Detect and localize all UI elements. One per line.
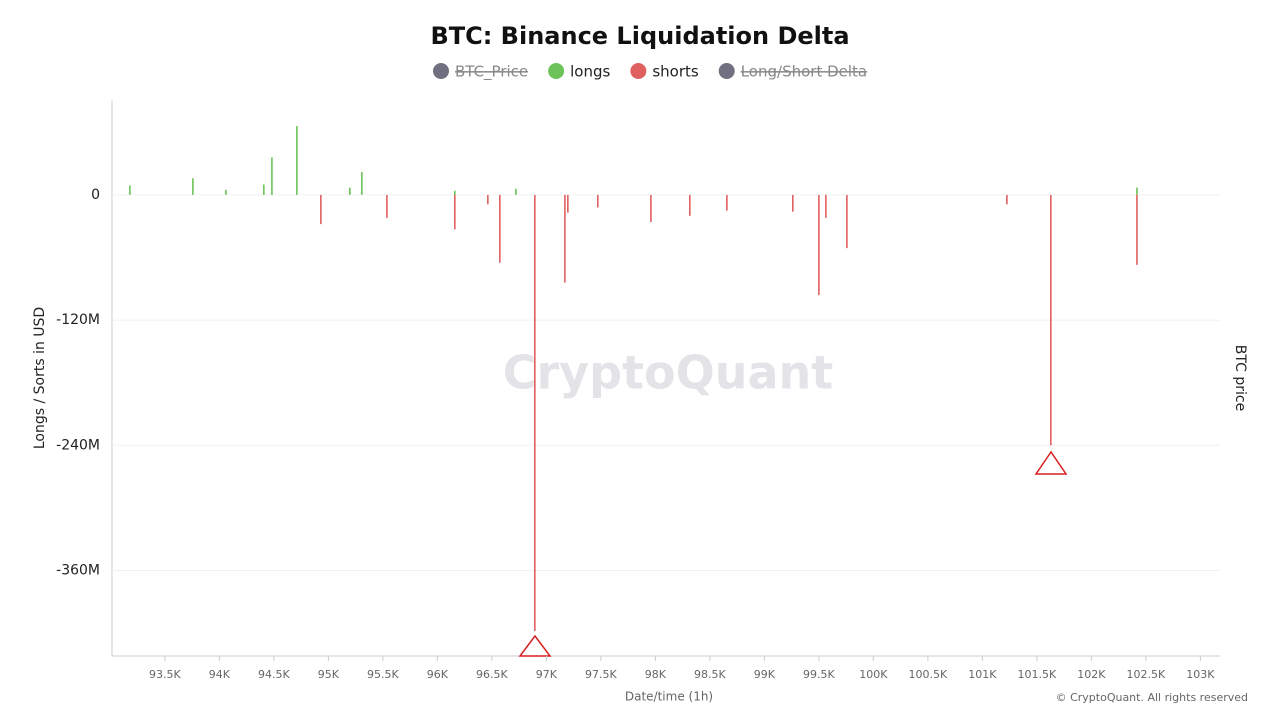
bar: [534, 194, 536, 631]
bar: [515, 188, 517, 195]
x-tick-label: 98K: [645, 668, 667, 681]
legend-swatch: [630, 63, 647, 79]
y-tick-label: 0: [91, 187, 100, 203]
x-tick-label: 95.5K: [367, 668, 399, 681]
bar: [349, 187, 351, 195]
bar: [192, 178, 194, 195]
credit: © CryptoQuant. All rights reserved: [1056, 691, 1248, 704]
annotation-marker: [518, 634, 552, 657]
bar: [1136, 187, 1138, 195]
bar: [263, 184, 265, 195]
y-tick-label: -120M: [56, 312, 100, 328]
x-tick-label: 95K: [318, 668, 340, 681]
x-tick-label: 96K: [427, 668, 449, 681]
y2-axis-label: BTC price: [1232, 345, 1248, 411]
legend-label: Long/Short Delta: [741, 63, 867, 81]
bar: [454, 194, 456, 230]
x-tick-label: 102K: [1077, 668, 1106, 681]
x-tick-label: 99K: [754, 668, 776, 681]
x-tick-label: 100K: [859, 668, 888, 681]
legend-swatch: [548, 63, 565, 79]
x-tick-label: 97K: [536, 668, 558, 681]
bar: [129, 185, 131, 195]
bar: [271, 157, 273, 195]
bar: [1050, 194, 1052, 446]
x-tick-label: 94K: [209, 668, 231, 681]
bar: [499, 194, 501, 263]
bar: [564, 194, 566, 283]
bar: [454, 190, 456, 195]
bar: [361, 171, 363, 195]
legend-label: shorts: [652, 63, 699, 81]
bar: [386, 194, 388, 218]
x-tick-label: 103K: [1186, 668, 1215, 681]
x-tick-label: 96.5K: [476, 668, 508, 681]
legend-swatch: [433, 63, 449, 79]
bar: [818, 194, 820, 296]
x-tick-label: 93.5K: [149, 668, 181, 681]
bar: [296, 126, 298, 195]
x-tick-label: 94.5K: [258, 668, 290, 681]
bar: [792, 194, 794, 212]
bar: [597, 194, 599, 208]
bar: [846, 194, 848, 249]
x-tick-label: 101K: [968, 668, 997, 681]
bar: [225, 189, 227, 195]
x-tick-label: 97.5K: [585, 668, 617, 681]
y-tick-label: -360M: [56, 562, 100, 578]
watermark: CryptoQuant: [503, 346, 834, 400]
y-axis-label: Longs / Sorts in USD: [32, 307, 48, 449]
bar: [320, 194, 322, 225]
legend-label: longs: [570, 63, 610, 81]
bar: [650, 194, 652, 223]
x-tick-label: 99.5K: [803, 668, 835, 681]
x-tick-label: 100.5K: [909, 668, 948, 681]
x-tick-label: 102.5K: [1127, 668, 1166, 681]
bar: [825, 194, 827, 218]
x-axis-label: Date/time (1h): [625, 690, 713, 704]
x-tick-label: 98.5K: [694, 668, 726, 681]
legend-label: BTC_Price: [455, 63, 528, 82]
plot-area: [112, 126, 1220, 631]
y-tick-label: -240M: [56, 437, 100, 453]
chart-title: BTC: Binance Liquidation Delta: [430, 22, 849, 50]
annotation-marker: [1034, 450, 1068, 475]
bar: [726, 194, 728, 211]
bar: [689, 194, 691, 216]
bar: [1136, 194, 1138, 265]
bar: [487, 194, 489, 205]
x-tick-label: 101.5K: [1018, 668, 1057, 681]
bar: [1006, 194, 1008, 205]
bar: [567, 194, 569, 213]
legend: BTC_Price longs shorts Long/Short Delta: [433, 63, 867, 82]
legend-swatch: [718, 63, 735, 79]
